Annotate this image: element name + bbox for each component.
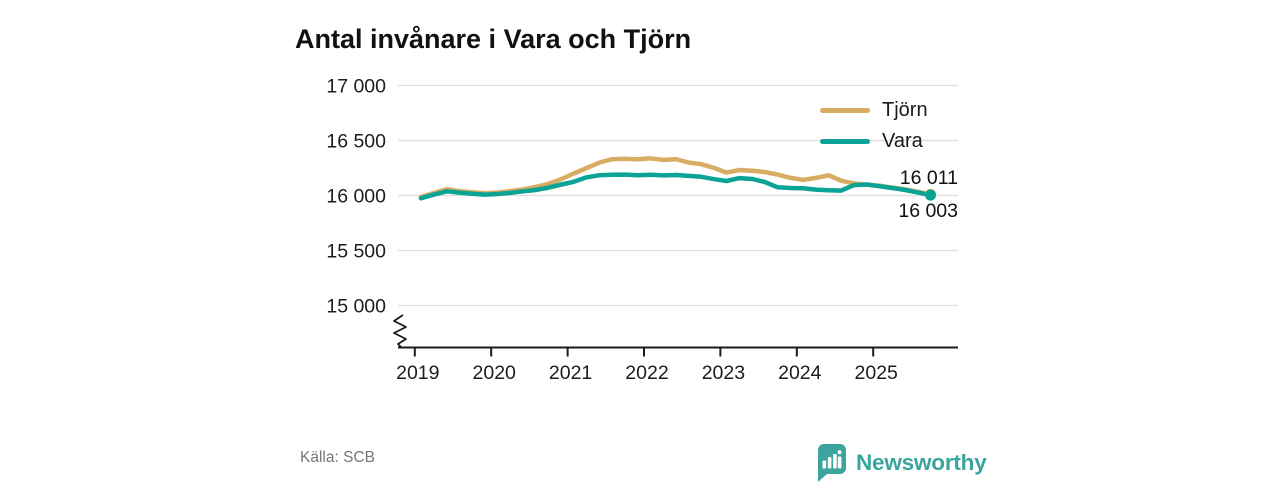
legend-label-vara: Vara xyxy=(882,130,923,152)
x-tick-label: 2019 xyxy=(396,362,439,384)
y-tick-label: 17 000 xyxy=(326,76,386,98)
end-point-dot-vara xyxy=(925,189,936,201)
end-value-label-tjrn: 16 011 xyxy=(900,167,958,189)
x-tick-label: 2021 xyxy=(549,362,592,384)
y-tick-label: 15 000 xyxy=(326,296,386,318)
series-line-vara xyxy=(418,172,933,201)
x-tick-label: 2024 xyxy=(778,362,822,384)
vara-line-swatch xyxy=(820,138,870,144)
axis-break-icon xyxy=(393,314,407,349)
legend-item-vara: Vara xyxy=(820,130,928,152)
legend-label-tjorn: Tjörn xyxy=(882,99,928,121)
bar-chart-pin-icon xyxy=(818,444,846,482)
x-tick-label: 2020 xyxy=(473,362,517,384)
chart-legend: Tjörn Vara xyxy=(820,99,928,152)
x-tick-label: 2025 xyxy=(855,362,899,384)
newsworthy-wordmark: Newsworthy xyxy=(856,450,987,475)
y-tick-label: 16 500 xyxy=(326,131,386,153)
y-tick-label: 15 500 xyxy=(326,241,386,263)
x-tick-label: 2023 xyxy=(702,362,745,384)
tjorn-line-swatch xyxy=(820,107,870,113)
source-caption: Källa: SCB xyxy=(300,449,375,466)
page-title: Antal invånare i Vara och Tjörn xyxy=(295,24,692,55)
legend-item-tjorn: Tjörn xyxy=(820,99,928,121)
x-tick-label: 2022 xyxy=(625,362,668,384)
end-value-label-vara: 16 003 xyxy=(898,200,958,222)
y-tick-label: 16 000 xyxy=(326,186,386,208)
newsworthy-logo: Newsworthy xyxy=(814,443,987,483)
series-line-tjrn xyxy=(418,156,933,200)
